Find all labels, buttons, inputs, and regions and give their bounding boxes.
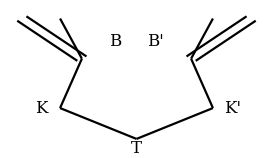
Text: K: K: [35, 100, 47, 117]
Text: K': K': [224, 100, 241, 117]
Text: B': B': [147, 33, 164, 50]
Text: T: T: [131, 140, 142, 157]
Text: B: B: [109, 33, 121, 50]
